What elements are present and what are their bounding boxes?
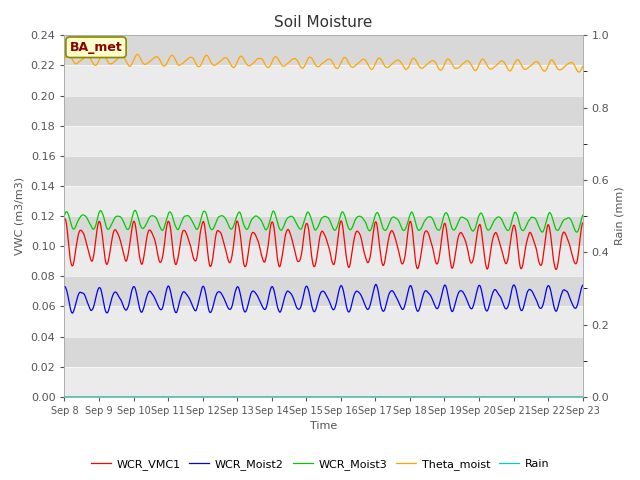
Bar — [65, 246, 582, 276]
Line: WCR_Moist2: WCR_Moist2 — [65, 285, 582, 313]
WCR_VMC1 — [404, 228, 412, 234]
Rain — [579, 394, 586, 400]
WCR_Moist2 — [61, 284, 68, 289]
WCR_Moist3 — [61, 212, 68, 218]
Y-axis label: Rain (mm): Rain (mm) — [615, 187, 625, 245]
Y-axis label: VWC (m3/m3): VWC (m3/m3) — [15, 177, 25, 255]
Title: Soil Moisture: Soil Moisture — [275, 15, 372, 30]
Theta_moist — [176, 62, 184, 68]
X-axis label: Time: Time — [310, 421, 337, 432]
WCR_VMC1 — [552, 266, 560, 272]
WCR_Moist3 — [176, 223, 184, 228]
Text: BA_met: BA_met — [70, 41, 122, 54]
Line: Theta_moist: Theta_moist — [65, 54, 582, 72]
Theta_moist — [579, 63, 586, 69]
Theta_moist — [472, 68, 479, 73]
Rain — [517, 394, 525, 400]
Rain — [404, 394, 412, 400]
Theta_moist — [164, 60, 172, 65]
Rain — [163, 394, 171, 400]
Rain — [472, 394, 479, 400]
WCR_VMC1 — [234, 220, 242, 226]
WCR_Moist2 — [164, 284, 172, 290]
Theta_moist — [518, 62, 525, 68]
Rain — [176, 394, 184, 400]
WCR_VMC1 — [472, 240, 479, 246]
WCR_Moist2 — [518, 308, 525, 313]
WCR_Moist2 — [579, 282, 586, 288]
WCR_Moist3 — [518, 227, 525, 232]
Bar — [65, 126, 582, 156]
WCR_Moist2 — [472, 292, 480, 298]
WCR_Moist3 — [234, 211, 242, 216]
Theta_moist — [404, 65, 412, 71]
WCR_Moist2 — [176, 297, 184, 303]
WCR_Moist2 — [404, 288, 412, 293]
WCR_Moist3 — [404, 218, 412, 224]
Legend: WCR_VMC1, WCR_Moist2, WCR_Moist3, Theta_moist, Rain: WCR_VMC1, WCR_Moist2, WCR_Moist3, Theta_… — [86, 455, 554, 474]
WCR_Moist3 — [131, 207, 139, 213]
Theta_moist — [61, 57, 68, 62]
WCR_Moist3 — [472, 224, 479, 229]
Line: WCR_Moist3: WCR_Moist3 — [65, 210, 582, 232]
WCR_VMC1 — [518, 266, 525, 272]
Bar — [65, 306, 582, 336]
WCR_VMC1 — [579, 220, 586, 226]
Theta_moist — [234, 57, 242, 63]
WCR_Moist2 — [68, 310, 76, 316]
WCR_VMC1 — [176, 242, 184, 248]
WCR_Moist3 — [573, 229, 580, 235]
WCR_VMC1 — [61, 216, 68, 222]
Line: WCR_VMC1: WCR_VMC1 — [65, 219, 582, 269]
Theta_moist — [575, 69, 583, 75]
Bar — [65, 65, 582, 96]
Rain — [234, 394, 241, 400]
WCR_VMC1 — [164, 220, 172, 226]
Rain — [61, 394, 68, 400]
WCR_VMC1 — [61, 216, 68, 222]
WCR_Moist3 — [579, 212, 586, 218]
Bar — [65, 186, 582, 216]
Theta_moist — [64, 51, 72, 57]
WCR_Moist2 — [372, 282, 380, 288]
WCR_Moist2 — [234, 284, 242, 290]
WCR_Moist3 — [164, 214, 172, 219]
Bar — [65, 367, 582, 397]
